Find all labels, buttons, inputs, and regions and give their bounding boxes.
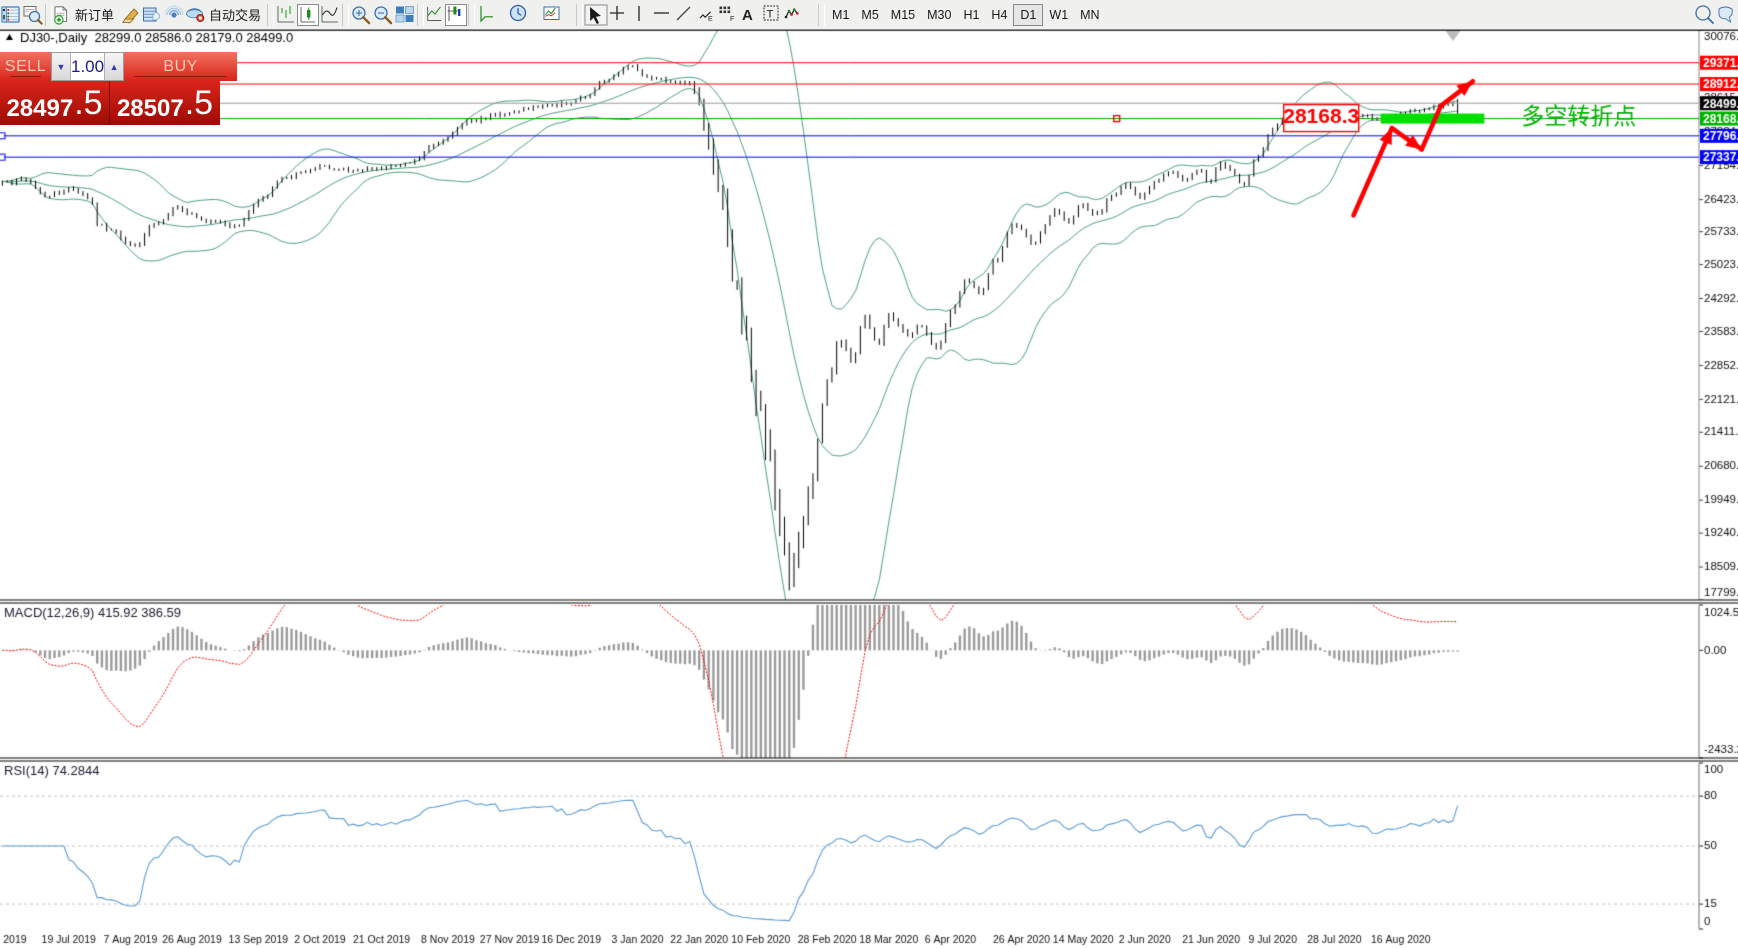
svg-text:A: A: [742, 7, 753, 24]
svg-text:T: T: [767, 8, 774, 20]
svg-text:E: E: [708, 16, 713, 23]
svg-text:F: F: [730, 16, 734, 23]
